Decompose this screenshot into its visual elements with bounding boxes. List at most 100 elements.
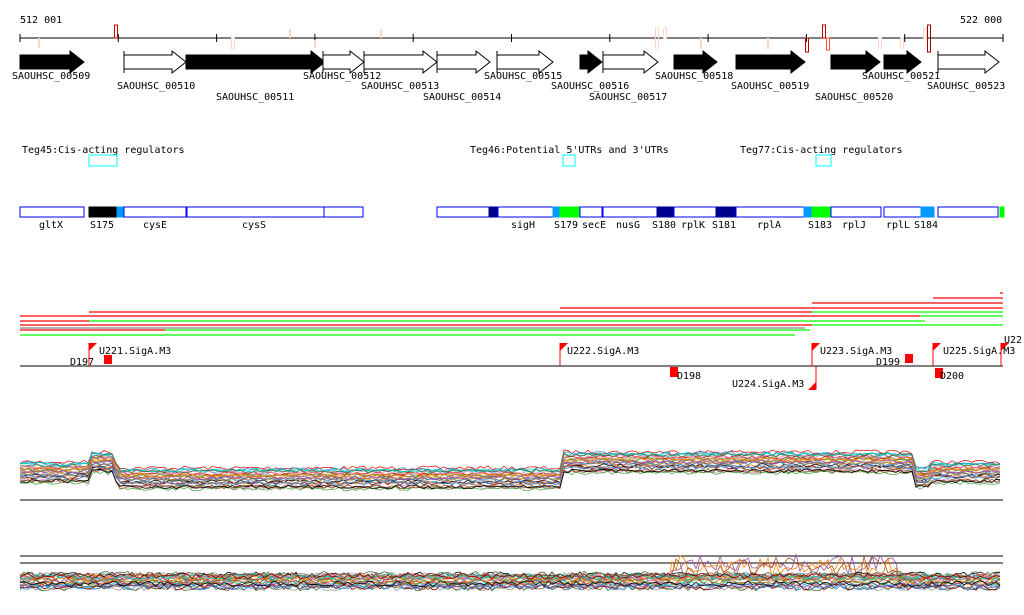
operon-segment [552, 206, 561, 218]
operon-segment [116, 206, 125, 218]
promoter-label: D200 [940, 371, 964, 382]
ruler-marker [822, 24, 826, 39]
gene-arrow [436, 49, 491, 75]
segment-label: secE [582, 220, 606, 231]
regulator-label: Teg45:Cis-acting regulators [22, 145, 185, 156]
ruler-marker [805, 37, 809, 53]
ruler-marker [314, 40, 316, 48]
expression-trace [19, 451, 1001, 473]
segment-label: cysS [242, 220, 266, 231]
segment-track: gltX S175 cysE cysS sigH S179 secE nusG S180 rplK… [19, 206, 1005, 231]
ruler-end-label: 522 000 [960, 15, 1002, 26]
expression-trace [19, 572, 1001, 580]
expression-trace [19, 572, 1001, 580]
gene-label: SAOUHSC_00519 [731, 81, 809, 92]
ruler-marker [114, 24, 118, 39]
operon-segment [579, 206, 603, 218]
gene-arrow [830, 49, 881, 75]
segment-label: nusG [616, 220, 640, 231]
promoter-box [905, 354, 913, 363]
operon-segment [937, 206, 999, 218]
promoter-label: U224.SigA.M3 [732, 379, 804, 390]
promoter-flag-icon [89, 343, 97, 351]
gene-label: SAOUHSC_00514 [423, 92, 501, 103]
expression-trace [19, 464, 1001, 486]
regulator-box [562, 154, 576, 167]
expression-trace [19, 452, 1001, 474]
ruler [19, 24, 1004, 53]
expression-trace [19, 464, 1001, 486]
gene-arrow [883, 49, 922, 75]
regulator-label: Teg77:Cis-acting regulators [740, 145, 903, 156]
gene-arrow [322, 49, 365, 75]
ruler-marker [231, 37, 235, 50]
operon-segment [436, 206, 490, 218]
ruler-marker [289, 29, 291, 38]
expression-trace [19, 461, 1001, 483]
operon-segment [488, 206, 499, 218]
gene-label: SAOUHSC_00516 [551, 81, 629, 92]
ruler-marker [826, 37, 830, 51]
expression-trace [19, 449, 1001, 471]
ruler-marker [700, 38, 702, 49]
gene-arrow [735, 49, 806, 75]
ruler-marker [655, 27, 659, 49]
operon-segment [559, 206, 581, 218]
operon-segment [656, 206, 675, 218]
gene-arrow [937, 49, 1000, 75]
gene-track: SAOUHSC_00509 SAOUHSC_00510 SAOUHSC_00511 S… [12, 49, 1005, 103]
regulator-box [88, 154, 118, 167]
segment-label: sigH [511, 220, 535, 231]
ruler-marker [380, 29, 382, 38]
regulator-box [815, 154, 832, 167]
operon-segment [920, 206, 935, 218]
promoter-flag-icon [1001, 343, 1009, 351]
promoter-label: D197 [70, 357, 94, 368]
gene-label: SAOUHSC_00509 [12, 71, 90, 82]
segment-label: S175 [90, 220, 114, 231]
expression-trace [19, 468, 1001, 490]
segment-label: S181 [712, 220, 736, 231]
operon-segment [602, 206, 658, 218]
segment-label: rplJ [842, 220, 866, 231]
expression-trace [19, 459, 1001, 481]
operon-segment [123, 206, 187, 218]
gene-label: SAOUHSC_00510 [117, 81, 195, 92]
ruler-marker [38, 38, 40, 48]
gene-arrow [496, 49, 554, 75]
promoter-flag-icon [808, 382, 816, 390]
gene-label: SAOUHSC_00511 [216, 92, 294, 103]
segment-label: S183 [808, 220, 832, 231]
segment-label: rplL [886, 220, 910, 231]
expression-trace [19, 456, 1001, 478]
gene-label: SAOUHSC_00515 [484, 71, 562, 82]
ruler-marker [923, 27, 927, 39]
gene-arrow [602, 49, 659, 75]
expression-trace [19, 578, 1001, 586]
gene-label: SAOUHSC_00523 [927, 81, 1005, 92]
operon-segment [830, 206, 882, 218]
segment-label: cysE [143, 220, 167, 231]
operon-segment [673, 206, 717, 218]
promoter-box [935, 368, 943, 378]
ruler-marker [663, 27, 667, 39]
ruler-marker [900, 37, 904, 49]
gene-arrow [363, 49, 438, 75]
promoter-label: U225.SigA.M3 [943, 346, 1015, 357]
segment-label: rplA [757, 220, 781, 231]
operon-segment [88, 206, 118, 218]
gene-arrow [19, 49, 85, 75]
gene-arrow [673, 49, 718, 75]
promoter-label: U223.SigA.M3 [820, 346, 892, 357]
promoter-label: U222.SigA.M3 [567, 346, 639, 357]
segment-label: rplK [681, 220, 705, 231]
segment-label: S184 [914, 220, 938, 231]
ruler-marker [878, 37, 882, 49]
operon-segment [883, 206, 922, 218]
promoter-flag-icon [933, 343, 941, 351]
segment-label: S180 [652, 220, 676, 231]
expression-track [19, 449, 1003, 592]
regulator-track: Teg45:Cis-acting regulators Teg46:Potenti… [22, 145, 903, 167]
gene-label: SAOUHSC_00520 [815, 92, 893, 103]
